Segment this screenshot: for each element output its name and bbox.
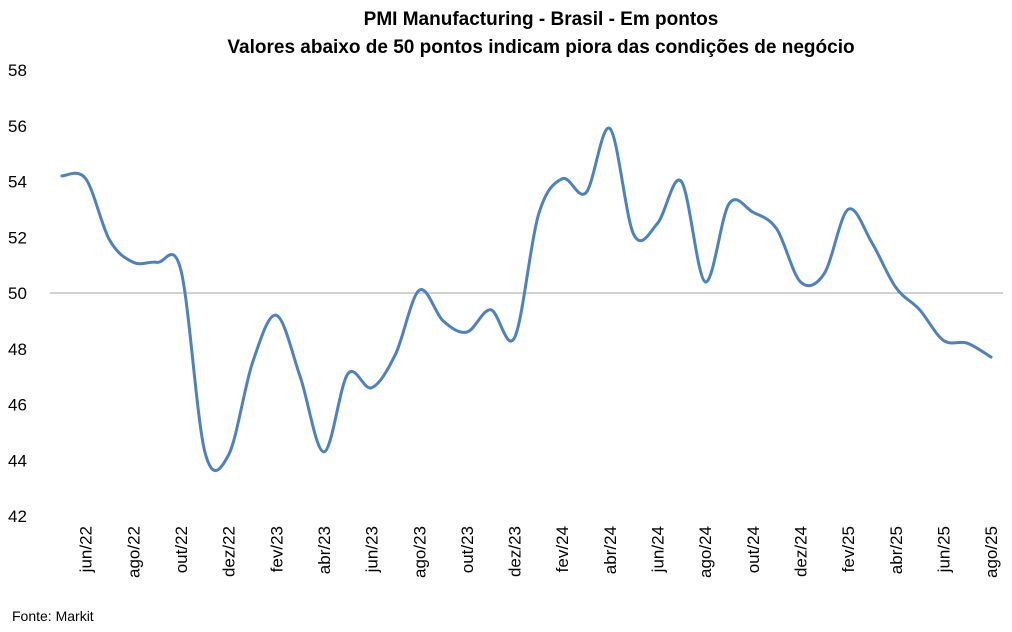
chart-subtitle: Valores abaixo de 50 pontos indicam pior… <box>227 37 854 58</box>
source-note: Fonte: Markit <box>12 608 94 624</box>
x-tick-label-dez-24: dez/24 <box>791 526 810 577</box>
x-tick-label-abr-24: abr/24 <box>601 526 620 574</box>
x-tick-label-out-24: out/24 <box>744 526 763 573</box>
x-tick-label-dez-22: dez/22 <box>220 526 239 577</box>
y-axis-labels: 42 44 46 48 50 52 54 56 58 <box>8 61 27 526</box>
x-tick-label-abr-25: abr/25 <box>887 526 906 574</box>
x-tick-label-ago-25: ago/25 <box>982 526 1001 578</box>
x-tick-label-ago-23: ago/23 <box>410 526 429 578</box>
y-tick-label-58: 58 <box>8 61 27 80</box>
x-tick-label-fev-23: fev/23 <box>267 526 286 572</box>
x-tick-label-out-22: out/22 <box>172 526 191 573</box>
x-tick-label-fev-25: fev/25 <box>839 526 858 572</box>
x-tick-label-out-23: out/23 <box>458 526 477 573</box>
y-tick-label-42: 42 <box>8 507 27 526</box>
x-tick-label-ago-22: ago/22 <box>124 526 143 578</box>
y-tick-label-48: 48 <box>8 340 27 359</box>
x-tick-label-ago-24: ago/24 <box>696 526 715 578</box>
y-tick-label-50: 50 <box>8 284 27 303</box>
chart-title: PMI Manufacturing - Brasil - Em pontos <box>364 9 719 30</box>
y-tick-label-54: 54 <box>8 173 27 192</box>
x-tick-label-fev-24: fev/24 <box>553 526 572 572</box>
x-tick-label-jun-22: jun/22 <box>77 526 96 573</box>
x-tick-label-jun-23: jun/23 <box>363 526 382 573</box>
x-tick-label-jun-24: jun/24 <box>649 526 668 573</box>
y-tick-label-46: 46 <box>8 396 27 415</box>
x-axis-labels: jun/22 ago/22 out/22 dez/22 fev/23 abr/23 jun/… <box>77 526 1001 578</box>
x-tick-label-dez-23: dez/23 <box>506 526 525 577</box>
x-tick-label-abr-23: abr/23 <box>315 526 334 574</box>
y-tick-label-56: 56 <box>8 117 27 136</box>
y-tick-label-44: 44 <box>8 451 27 470</box>
series-line-pmi <box>60 126 993 472</box>
x-tick-label-jun-25: jun/25 <box>934 526 953 573</box>
y-tick-label-52: 52 <box>8 228 27 247</box>
